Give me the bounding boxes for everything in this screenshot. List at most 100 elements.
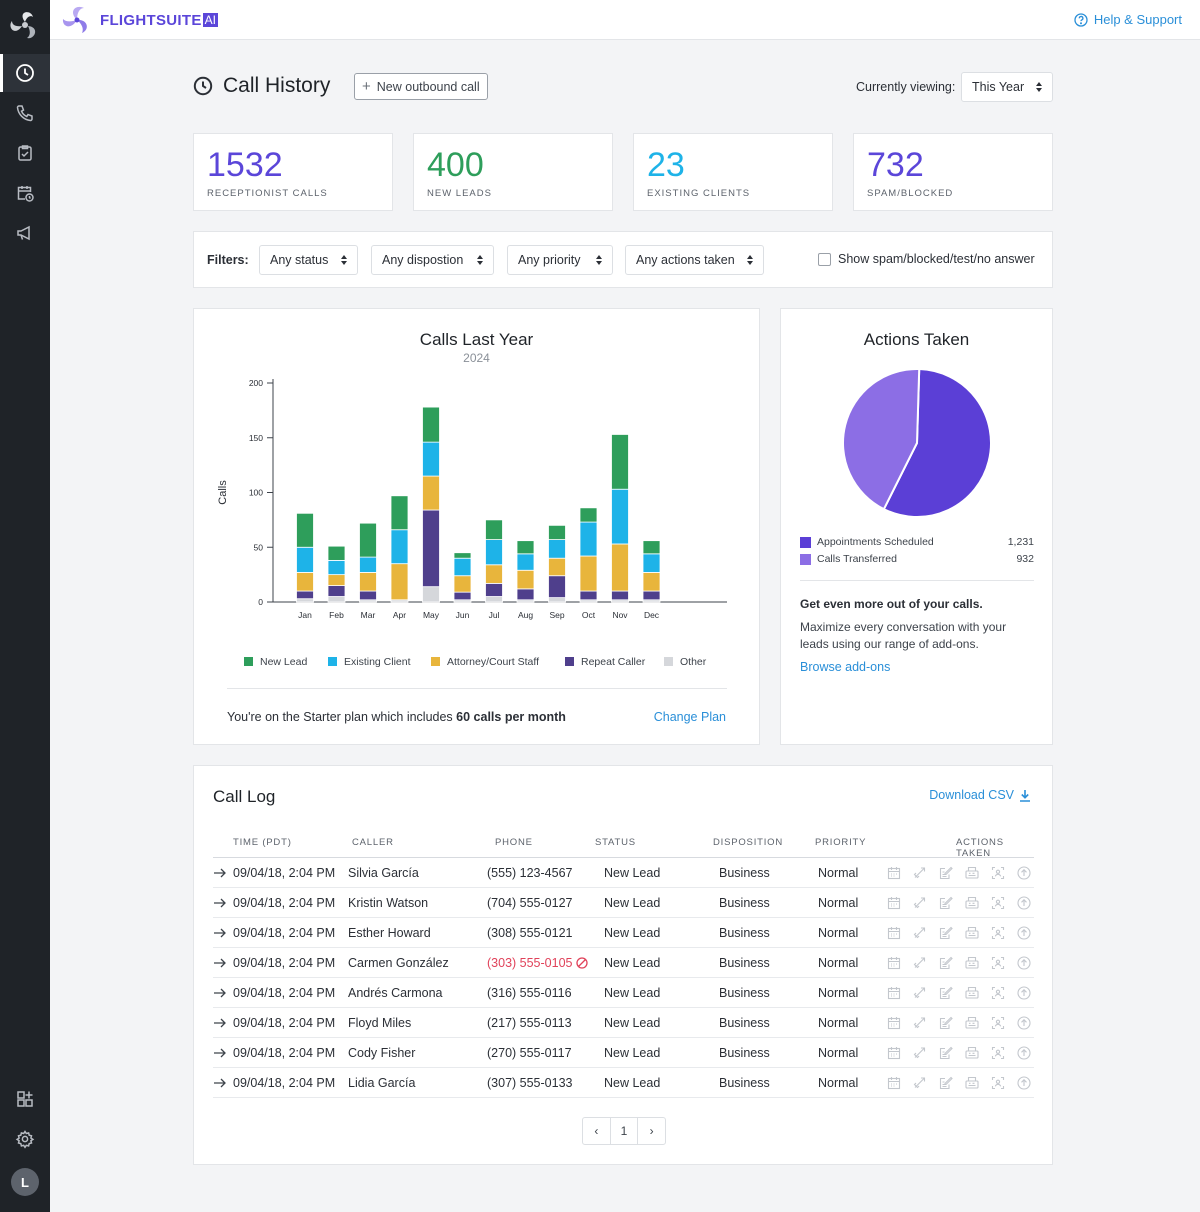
calendar-icon[interactable] (886, 1075, 902, 1091)
calendar-icon[interactable] (886, 1045, 902, 1061)
upload-icon[interactable] (1016, 955, 1032, 971)
note-edit-icon[interactable] (938, 895, 954, 911)
show-spam-toggle[interactable]: Show spam/blocked/test/no answer (818, 252, 1035, 266)
column-header-priority[interactable]: PRIORITY (815, 837, 867, 848)
download-csv-button[interactable]: Download CSV (929, 788, 1031, 802)
help-support-link[interactable]: Help & Support (1074, 12, 1182, 27)
upload-icon[interactable] (1016, 1015, 1032, 1031)
sidebar-item-call-history[interactable] (0, 54, 50, 92)
scan-icon[interactable] (990, 865, 1006, 881)
calendar-icon[interactable] (886, 1015, 902, 1031)
change-plan-link[interactable]: Change Plan (653, 710, 726, 724)
phone-number[interactable]: (308) 555-0121 (487, 926, 573, 940)
fax-icon[interactable] (964, 925, 980, 941)
sidebar-item-calls[interactable] (0, 94, 50, 132)
upload-icon[interactable] (1016, 865, 1032, 881)
table-row[interactable]: 09/04/18, 2:04 PM Andrés Carmona (316) 555… (213, 978, 1034, 1008)
sidebar-item-calendar[interactable] (0, 174, 50, 212)
table-row[interactable]: 09/04/18, 2:04 PM Kristin Watson (704) 555… (213, 888, 1034, 918)
sidebar-item-campaigns[interactable] (0, 214, 50, 252)
phone-number[interactable]: (555) 123-4567 (487, 866, 573, 880)
fax-icon[interactable] (964, 865, 980, 881)
phone-number[interactable]: (307) 555-0133 (487, 1076, 573, 1090)
pagination-prev-button[interactable]: ‹ (594, 1124, 599, 1138)
column-header-actions[interactable]: ACTIONS TAKEN (956, 837, 1004, 859)
priority-filter-select[interactable]: Any priority (507, 245, 613, 275)
flightsuite-logo-icon[interactable] (7, 7, 43, 43)
table-row[interactable]: 09/04/18, 2:04 PM Cody Fisher (270) 555-01… (213, 1038, 1034, 1068)
phone-number[interactable]: (303) 555-0105 (487, 956, 573, 970)
transfer-icon[interactable] (912, 1045, 928, 1061)
show-spam-checkbox[interactable] (818, 252, 831, 266)
transfer-icon[interactable] (912, 955, 928, 971)
pagination-next-button[interactable]: › (637, 1118, 665, 1144)
note-edit-icon[interactable] (938, 985, 954, 1001)
phone-number[interactable]: (316) 555-0116 (487, 986, 572, 1000)
column-header-phone[interactable]: PHONE (495, 837, 533, 848)
pagination-page-1[interactable]: 1 (609, 1118, 638, 1144)
transfer-icon[interactable] (912, 895, 928, 911)
scan-icon[interactable] (990, 985, 1006, 1001)
table-row[interactable]: 09/04/18, 2:04 PM Silvia García (555) 123-… (213, 858, 1034, 888)
scan-icon[interactable] (990, 1015, 1006, 1031)
transfer-icon[interactable] (912, 925, 928, 941)
fax-icon[interactable] (964, 1015, 980, 1031)
sidebar-item-tasks[interactable] (0, 134, 50, 172)
note-edit-icon[interactable] (938, 1045, 954, 1061)
fax-icon[interactable] (964, 1075, 980, 1091)
caller-name[interactable]: Kristin Watson (348, 896, 429, 910)
caller-name[interactable]: Cody Fisher (348, 1046, 416, 1060)
upload-icon[interactable] (1016, 985, 1032, 1001)
table-row[interactable]: 09/04/18, 2:04 PM Floyd Miles (217) 555-01… (213, 1008, 1034, 1038)
caller-name[interactable]: Carmen González (348, 956, 449, 970)
table-row[interactable]: 09/04/18, 2:04 PM Carmen González (303) 55… (213, 948, 1034, 978)
fax-icon[interactable] (964, 1045, 980, 1061)
column-header-time[interactable]: TIME (PDT) (233, 837, 292, 848)
note-edit-icon[interactable] (938, 955, 954, 971)
phone-number[interactable]: (270) 555-0117 (487, 1046, 572, 1060)
calendar-icon[interactable] (886, 955, 902, 971)
fax-icon[interactable] (964, 985, 980, 1001)
upload-icon[interactable] (1016, 1045, 1032, 1061)
caller-name[interactable]: Silvia García (348, 866, 419, 880)
calendar-icon[interactable] (886, 985, 902, 1001)
scan-icon[interactable] (990, 955, 1006, 971)
transfer-icon[interactable] (912, 1075, 928, 1091)
upload-icon[interactable] (1016, 925, 1032, 941)
caller-name[interactable]: Floyd Miles (348, 1016, 412, 1030)
caller-name[interactable]: Esther Howard (348, 926, 431, 940)
transfer-icon[interactable] (912, 985, 928, 1001)
status-filter-select[interactable]: Any status (259, 245, 358, 275)
caller-name[interactable]: Lidia García (348, 1076, 416, 1090)
column-header-status[interactable]: STATUS (595, 837, 636, 848)
caller-name[interactable]: Andrés Carmona (348, 986, 443, 1000)
sidebar-item-settings[interactable] (0, 1120, 50, 1158)
note-edit-icon[interactable] (938, 1075, 954, 1091)
phone-number[interactable]: (217) 555-0113 (487, 1016, 572, 1030)
calendar-icon[interactable] (886, 925, 902, 941)
upload-icon[interactable] (1016, 1075, 1032, 1091)
calendar-icon[interactable] (886, 895, 902, 911)
sidebar-item-add-ons[interactable] (0, 1080, 50, 1118)
note-edit-icon[interactable] (938, 865, 954, 881)
note-edit-icon[interactable] (938, 1015, 954, 1031)
browse-add-ons-link[interactable]: Browse add-ons (800, 660, 891, 674)
scan-icon[interactable] (990, 895, 1006, 911)
avatar[interactable]: L (11, 1168, 39, 1196)
brand[interactable]: FLIGHTSUITE AI (60, 3, 218, 37)
table-row[interactable]: 09/04/18, 2:04 PM Lidia García (307) 555-0… (213, 1068, 1034, 1098)
transfer-icon[interactable] (912, 1015, 928, 1031)
scan-icon[interactable] (990, 925, 1006, 941)
scan-icon[interactable] (990, 1045, 1006, 1061)
fax-icon[interactable] (964, 895, 980, 911)
phone-number[interactable]: (704) 555-0127 (487, 896, 573, 910)
new-outbound-call-button[interactable]: + New outbound call (354, 73, 488, 100)
disposition-filter-select[interactable]: Any dispostion (371, 245, 494, 275)
table-row[interactable]: 09/04/18, 2:04 PM Esther Howard (308) 555-… (213, 918, 1034, 948)
time-range-select[interactable]: This Year (961, 72, 1053, 102)
upload-icon[interactable] (1016, 895, 1032, 911)
scan-icon[interactable] (990, 1075, 1006, 1091)
transfer-icon[interactable] (912, 865, 928, 881)
fax-icon[interactable] (964, 955, 980, 971)
calendar-icon[interactable] (886, 865, 902, 881)
